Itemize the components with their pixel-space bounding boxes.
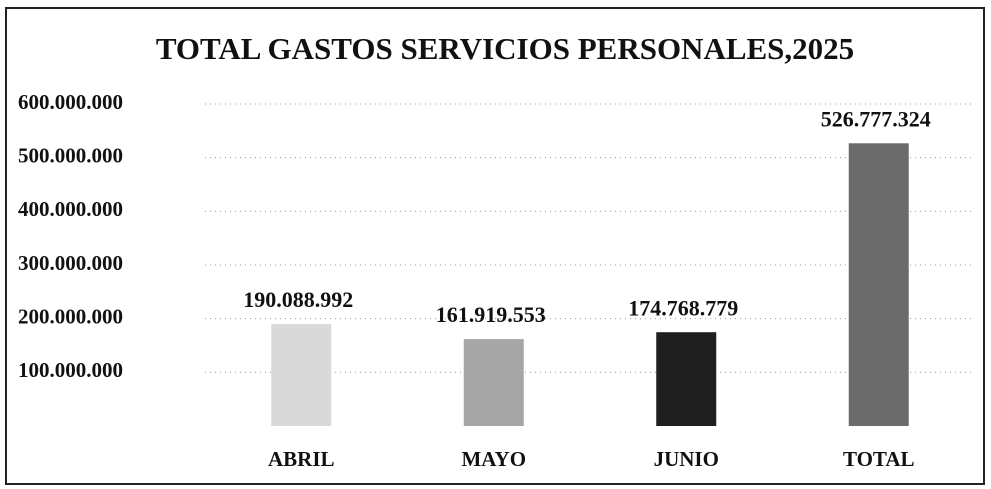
chart-title: TOTAL GASTOS SERVICIOS PERSONALES,2025 <box>156 31 854 66</box>
bar <box>848 143 909 426</box>
y-tick-label: 300.000.000 <box>18 251 123 275</box>
y-tick-label: 400.000.000 <box>18 197 123 221</box>
y-tick-label: 500.000.000 <box>18 143 123 167</box>
bar <box>463 339 524 426</box>
x-tick-label: JUNIO <box>654 447 719 471</box>
value-label: 161.919.553 <box>436 302 546 327</box>
value-label: 190.088.992 <box>243 287 353 312</box>
y-tick-label: 100.000.000 <box>18 358 123 382</box>
x-tick-label: MAYO <box>461 447 526 471</box>
value-label: 174.768.779 <box>628 295 738 320</box>
y-tick-label: 200.000.000 <box>18 304 123 328</box>
x-tick-label: ABRIL <box>268 447 335 471</box>
value-label: 526.777.324 <box>821 106 931 131</box>
x-tick-label: TOTAL <box>843 447 915 471</box>
bar <box>656 332 717 426</box>
y-tick-label: 600.000.000 <box>18 90 123 114</box>
bar <box>271 323 332 426</box>
